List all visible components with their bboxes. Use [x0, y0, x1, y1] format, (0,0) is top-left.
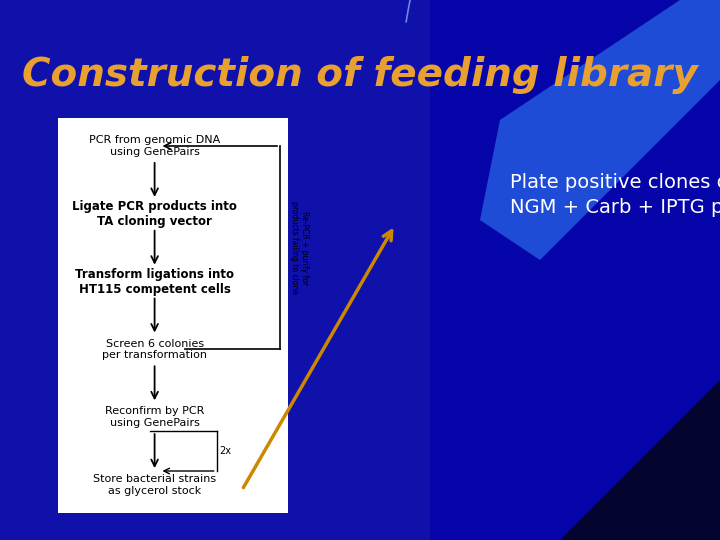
- Text: PCR from genomic DNA
using GenePairs: PCR from genomic DNA using GenePairs: [89, 135, 220, 157]
- Text: Transform ligations into
HT115 competent cells: Transform ligations into HT115 competent…: [75, 268, 234, 295]
- Text: Ligate PCR products into
TA cloning vector: Ligate PCR products into TA cloning vect…: [72, 200, 237, 228]
- Text: Construction of feeding library: Construction of feeding library: [22, 56, 698, 94]
- Text: Screen 6 colonies
per transformation: Screen 6 colonies per transformation: [102, 339, 207, 360]
- Polygon shape: [430, 0, 720, 540]
- Bar: [58, 118, 288, 513]
- Text: Re-PCR + purify for
products failing to clone: Re-PCR + purify for products failing to …: [290, 201, 310, 294]
- Text: Plate positive clones onto
NGM + Carb + IPTG plates: Plate positive clones onto NGM + Carb + …: [510, 173, 720, 217]
- Text: Store bacterial strains
as glycerol stock: Store bacterial strains as glycerol stoc…: [93, 474, 216, 496]
- Polygon shape: [480, 0, 720, 260]
- Text: 2x: 2x: [220, 446, 232, 456]
- Text: Reconfirm by PCR
using GenePairs: Reconfirm by PCR using GenePairs: [105, 407, 204, 428]
- Polygon shape: [460, 0, 720, 540]
